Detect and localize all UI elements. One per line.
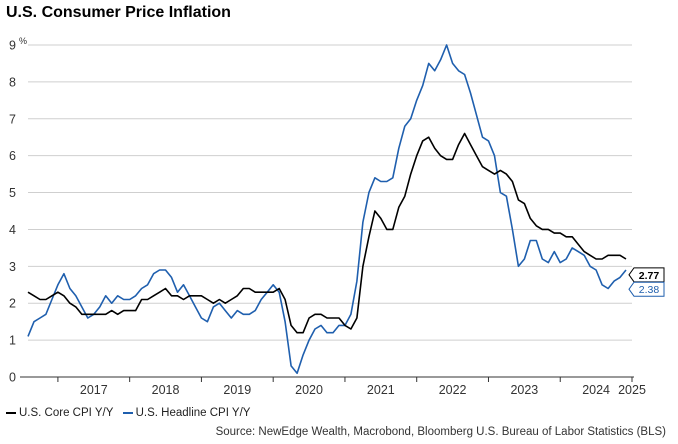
series-lines: [27, 44, 627, 375]
y-tick-label-2: 2: [9, 297, 16, 311]
series-line-core: [27, 132, 627, 334]
y-tick-label-8: 8: [9, 75, 16, 89]
y-axis: 0 1 2 3 4 5 6 7 8 9: [9, 39, 16, 385]
y-tick-label-4: 4: [9, 223, 16, 237]
chart-title: U.S. Consumer Price Inflation: [6, 4, 231, 21]
legend-item-core: U.S. Core CPI Y/Y: [6, 407, 113, 419]
legend-label-core: U.S. Core CPI Y/Y: [19, 407, 114, 419]
y-tick-label-6: 6: [9, 149, 16, 163]
end-label-core: 2.77: [639, 270, 660, 282]
legend-swatch-headline: [122, 411, 133, 414]
x-tick-label-2025: 2025: [618, 383, 646, 397]
end-label-box-core: [628, 267, 665, 283]
y-tick-label-0: 0: [9, 371, 16, 385]
end-label-box-headline: [628, 281, 665, 297]
legend-swatch-core: [6, 411, 16, 414]
series-line-headline: [27, 44, 627, 375]
y-tick-label-3: 3: [9, 260, 16, 274]
y-axis-unit: %: [19, 36, 27, 46]
legend: U.S. Core CPI Y/Y U.S. Headline CPI Y/Y: [6, 407, 256, 419]
x-tick-label-2017: 2017: [80, 383, 108, 397]
x-tick-label-2022: 2022: [439, 383, 467, 397]
source-note: Source: NewEdge Wealth, Macrobond, Bloom…: [215, 426, 666, 438]
x-tick-label-2020: 2020: [295, 383, 323, 397]
x-tick-label-2024: 2024: [582, 383, 610, 397]
legend-label-headline: U.S. Headline CPI Y/Y: [135, 407, 251, 419]
x-tick-label-2021: 2021: [367, 383, 395, 397]
y-tick-label-9: 9: [9, 39, 16, 53]
y-tick-label-5: 5: [9, 186, 16, 200]
x-tick-label-2018: 2018: [152, 383, 180, 397]
x-tick-label-2023: 2023: [510, 383, 538, 397]
end-value-labels: 2.77 2.38: [628, 267, 665, 297]
y-tick-label-7: 7: [9, 112, 16, 126]
end-label-headline: 2.38: [639, 284, 660, 296]
x-tick-label-2019: 2019: [223, 383, 251, 397]
y-tick-label-1: 1: [9, 334, 16, 348]
legend-item-headline: U.S. Headline CPI Y/Y: [122, 407, 251, 419]
x-axis: 2017 2018 2019 2020 2021 2022 2023 2024 2025: [20, 376, 646, 397]
gridlines: [28, 44, 632, 341]
